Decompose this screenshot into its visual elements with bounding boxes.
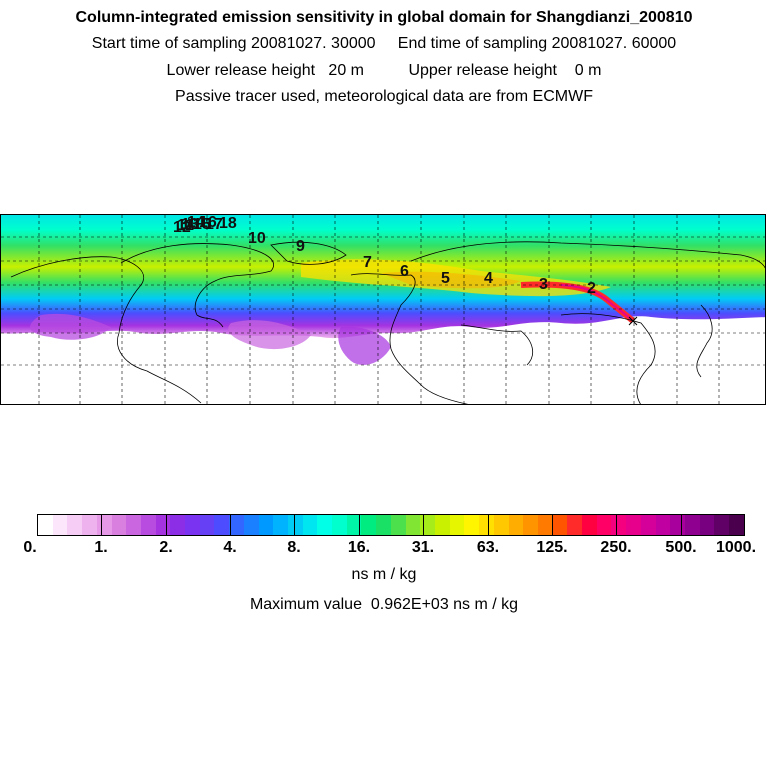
day-marker: 17 — [205, 216, 223, 233]
colorbar-segment — [273, 515, 288, 535]
colorbar-segment — [611, 515, 627, 535]
colorbar-segment — [714, 515, 730, 535]
colorbar-tick-label: 8. — [287, 539, 301, 556]
release-height-line: Lower release height 20 m Upper release … — [166, 62, 602, 79]
colorbar-segment — [140, 515, 156, 535]
colorbar-segment — [170, 515, 186, 535]
colorbar-segment — [699, 515, 715, 535]
day-marker: 14 — [187, 215, 205, 231]
colorbar-segment — [185, 515, 200, 535]
day-marker: 5 — [441, 270, 450, 287]
maximum-value: Maximum value 0.962E+03 ns m / kg — [249, 596, 519, 613]
colorbar-segment — [449, 515, 465, 535]
colorbar-tick-label: 16. — [347, 539, 371, 556]
colorbar-segment — [52, 515, 68, 535]
plot-title: Column-integrated emission sensitivity i… — [75, 9, 693, 26]
day-marker: 18 — [219, 215, 237, 232]
colorbar-segment — [552, 515, 568, 535]
colorbar-tick-label: 1. — [94, 539, 108, 556]
colorbar-segment — [199, 515, 215, 535]
colorbar-segment — [346, 515, 362, 535]
colorbar-segment — [405, 515, 421, 535]
colorbar-segment — [434, 515, 450, 535]
day-marker: 2 — [587, 280, 596, 297]
colorbar-units: ns m / kg — [351, 566, 417, 583]
colorbar-segment — [111, 515, 127, 535]
sampling-time-line: Start time of sampling 20081027. 30000 E… — [91, 35, 677, 52]
colorbar-segment — [670, 515, 685, 535]
sensitivity-map: 2 3 4 5 6 7 9 10 18 12 13 14 15 16 17 11 — [0, 214, 766, 405]
colorbar-segment — [82, 515, 97, 535]
colorbar-tick-label: 125. — [536, 539, 568, 556]
colorbar-segment — [479, 515, 494, 535]
day-marker: 6 — [400, 263, 409, 280]
coastlines — [10, 241, 765, 404]
day-marker: 4 — [484, 270, 493, 287]
day-marker: 7 — [363, 254, 372, 271]
colorbar-segment — [361, 515, 377, 535]
colorbar-segment — [155, 515, 171, 535]
colorbar-segment — [537, 515, 553, 535]
colorbar-segment — [684, 515, 700, 535]
day-marker: 12 — [173, 219, 191, 236]
colorbar-segment — [523, 515, 538, 535]
map-canvas: 2 3 4 5 6 7 9 10 18 12 13 14 15 16 17 11 — [1, 215, 765, 404]
sensitivity-core — [381, 271, 521, 289]
colorbar-segment — [420, 515, 435, 535]
colorbar-tick-label: 2. — [159, 539, 173, 556]
day-marker: 16 — [199, 215, 217, 231]
colorbar-segment — [302, 515, 318, 535]
release-site-marker — [628, 316, 638, 326]
colorbar-segment — [258, 515, 274, 535]
colorbar-segment — [38, 515, 53, 535]
colorbar-segment — [376, 515, 391, 535]
plume-peak — [560, 284, 634, 322]
colorbar-segment — [126, 515, 141, 535]
colorbar-tick-label: 0. — [23, 539, 37, 556]
colorbar-tick-label: 4. — [223, 539, 237, 556]
colorbar-tick-label: 63. — [476, 539, 500, 556]
colorbar — [37, 514, 745, 536]
graticule — [1, 215, 765, 404]
colorbar-segment — [317, 515, 333, 535]
sensitivity-fringe — [30, 313, 112, 340]
colorbar-segment — [640, 515, 656, 535]
colorbar-tick-label: 1000. — [715, 539, 757, 556]
colorbar-segment — [243, 515, 259, 535]
day-marker: 10 — [248, 230, 266, 247]
colorbar-segment — [655, 515, 671, 535]
colorbar-segment — [508, 515, 524, 535]
sensitivity-fringe — [228, 320, 311, 350]
colorbar-segment — [626, 515, 641, 535]
colorbar-segment — [596, 515, 612, 535]
colorbar-tick-label: 500. — [665, 539, 697, 556]
colorbar-segment — [287, 515, 303, 535]
colorbar-segment — [96, 515, 112, 535]
colorbar-segment — [729, 515, 744, 535]
colorbar-tick-label: 250. — [600, 539, 632, 556]
colorbar-segment — [567, 515, 583, 535]
colorbar-segment — [67, 515, 83, 535]
day-marker: 13 — [181, 216, 199, 233]
colorbar-segment — [332, 515, 347, 535]
colorbar-tick-label: 31. — [411, 539, 435, 556]
day-marker: 9 — [296, 238, 305, 255]
colorbar-segment — [390, 515, 406, 535]
day-marker: 15 — [193, 216, 211, 233]
tracer-info-line: Passive tracer used, meteorological data… — [175, 88, 593, 105]
colorbar-segment — [582, 515, 597, 535]
colorbar-segment — [493, 515, 509, 535]
colorbar-segment — [214, 515, 230, 535]
day-marker: 3 — [539, 276, 548, 293]
colorbar-segment — [229, 515, 244, 535]
colorbar-segment — [464, 515, 480, 535]
day-marker: 11 — [177, 217, 194, 234]
